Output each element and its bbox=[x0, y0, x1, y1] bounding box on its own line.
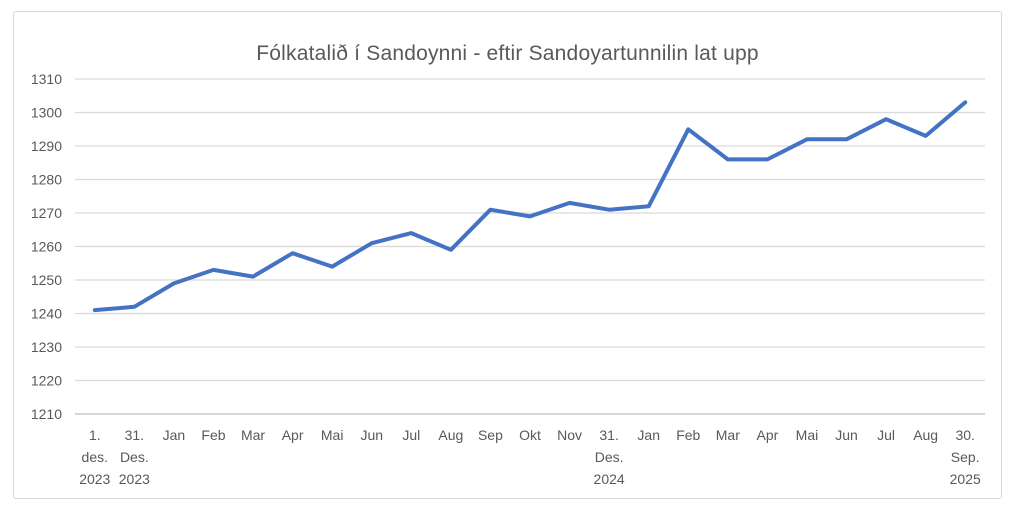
y-tick-label: 1250 bbox=[31, 272, 62, 288]
x-tick-label: 31. Des. 2024 bbox=[594, 427, 625, 487]
x-tick-label: Jun bbox=[360, 427, 383, 443]
y-tick-label: 1210 bbox=[31, 406, 62, 422]
y-tick-label: 1240 bbox=[31, 306, 62, 322]
x-tick-label: Nov bbox=[557, 427, 582, 443]
x-tick-label: 31. Des. 2023 bbox=[119, 427, 150, 487]
x-tick-label: Jan bbox=[637, 427, 660, 443]
y-tick-label: 1280 bbox=[31, 172, 62, 188]
x-tick-label: Mai bbox=[321, 427, 344, 443]
x-tick-label: Mar bbox=[241, 427, 265, 443]
chart-title: Fólkatalið í Sandoynni - eftir Sandoyart… bbox=[256, 42, 759, 65]
x-tick-label: Jul bbox=[402, 427, 420, 443]
y-tick-label: 1230 bbox=[31, 339, 62, 355]
y-tick-label: 1270 bbox=[31, 205, 62, 221]
x-tick-label: Mai bbox=[796, 427, 819, 443]
x-tick-label: Jun bbox=[835, 427, 858, 443]
y-tick-label: 1300 bbox=[31, 105, 62, 121]
x-tick-label: Apr bbox=[756, 427, 778, 443]
x-tick-label: Aug bbox=[913, 427, 938, 443]
x-tick-label: 30. Sep. 2025 bbox=[950, 427, 981, 487]
x-tick-label: Feb bbox=[201, 427, 225, 443]
x-tick-label: Okt bbox=[519, 427, 541, 443]
y-tick-label: 1220 bbox=[31, 373, 62, 389]
y-tick-label: 1310 bbox=[31, 71, 62, 87]
x-tick-label: Jul bbox=[877, 427, 895, 443]
x-tick-label: Sep bbox=[478, 427, 503, 443]
y-tick-label: 1290 bbox=[31, 138, 62, 154]
x-tick-label: Apr bbox=[282, 427, 304, 443]
x-tick-label: Mar bbox=[716, 427, 740, 443]
y-tick-label: 1260 bbox=[31, 239, 62, 255]
chart-frame: Fólkatalið í Sandoynni - eftir Sandoyart… bbox=[13, 11, 1002, 499]
x-tick-label: Aug bbox=[438, 427, 463, 443]
x-tick-label: 1. des. 2023 bbox=[79, 427, 110, 487]
x-tick-label: Jan bbox=[163, 427, 186, 443]
x-tick-label: Feb bbox=[676, 427, 700, 443]
population-series-line bbox=[92, 100, 968, 313]
